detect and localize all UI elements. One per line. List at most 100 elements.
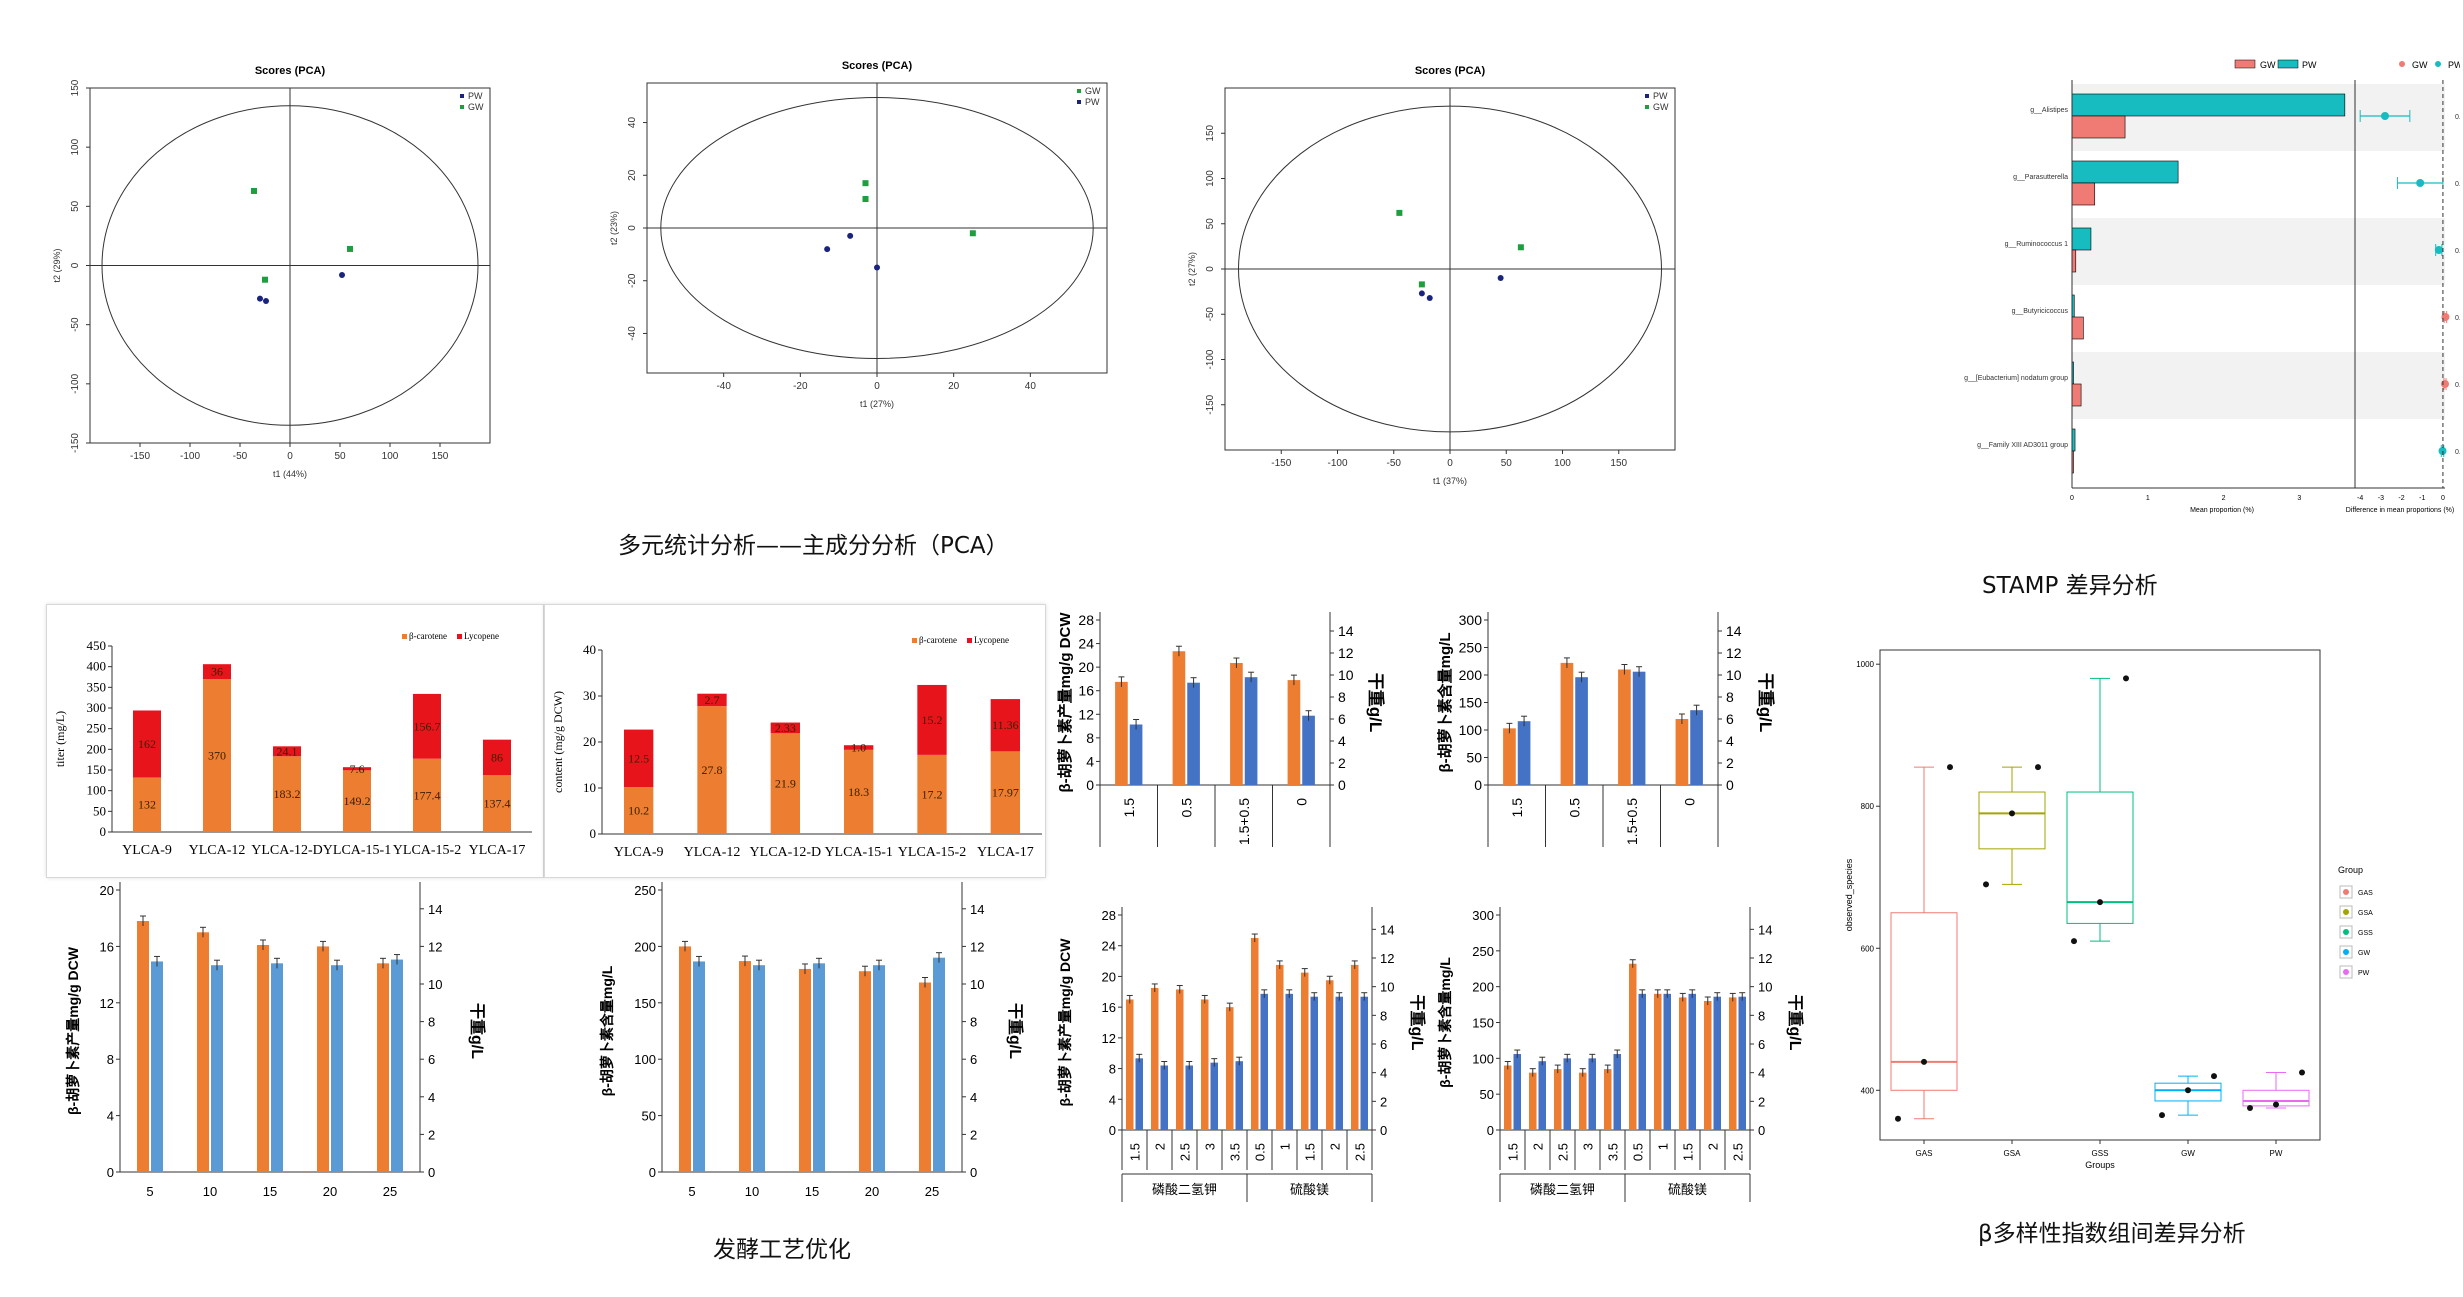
blue-bar xyxy=(1663,993,1671,1130)
y2-tick-label: 0 xyxy=(1726,777,1734,793)
category-label: g__Butyricicoccus xyxy=(2012,308,2069,315)
pw-bar xyxy=(2071,160,2179,184)
y2-tick-label: 6 xyxy=(1338,711,1346,727)
y2-tick-label: 4 xyxy=(428,1090,435,1105)
blue-bar xyxy=(1235,1061,1243,1130)
x-tick-label: 25 xyxy=(925,1184,939,1199)
orange-bar xyxy=(1729,997,1737,1130)
lycopene-value: 86 xyxy=(491,750,503,764)
x-tick-label: -3 xyxy=(2378,495,2384,502)
score-point xyxy=(1517,244,1524,251)
legend-label: GSS xyxy=(2358,930,2373,937)
y-tick-label: 250 xyxy=(87,721,107,736)
x-tick-label: 10 xyxy=(203,1184,217,1199)
y2-tick-label: 14 xyxy=(1726,623,1742,639)
legend-swatch xyxy=(457,634,462,639)
legend-label: PW xyxy=(468,91,483,101)
blue-bar xyxy=(271,963,283,1172)
y-tick-label: 12 xyxy=(100,996,114,1011)
y2-tick-label: 4 xyxy=(970,1090,977,1105)
blue-bar xyxy=(1613,1054,1621,1130)
orange-bar xyxy=(1251,938,1259,1130)
y-tick-label: 28 xyxy=(1102,908,1116,923)
blue-bar xyxy=(813,963,825,1172)
y-tick-label: 150 xyxy=(87,762,107,777)
y-tick-label: 4 xyxy=(1086,753,1094,769)
orange-bar xyxy=(679,946,691,1172)
blue-bar xyxy=(1713,996,1721,1130)
y-axis-label: β-胡萝卜素产量mg/g DCW xyxy=(1056,612,1074,793)
box xyxy=(1890,912,1958,1091)
x-tick-label: YLCA-15-2 xyxy=(393,843,461,858)
y2-tick-label: 6 xyxy=(1380,1037,1387,1052)
score-point xyxy=(824,246,831,253)
lycopene-bar xyxy=(917,684,947,755)
beta-value: 21.9 xyxy=(775,777,796,791)
blue-bar xyxy=(1260,993,1268,1130)
x-tick-label: 2.5 xyxy=(1556,1143,1571,1161)
y-tick-label: 0 xyxy=(1109,1123,1116,1138)
x-tick-label: GSS xyxy=(2092,1149,2109,1158)
x-tick-label: 2 xyxy=(2222,495,2226,502)
x-tick-label: 1.5 xyxy=(1681,1143,1696,1161)
blue-bar xyxy=(1185,1065,1193,1130)
y-tick-label: 150 xyxy=(70,79,81,96)
x-tick-label: 15 xyxy=(805,1184,819,1199)
y-tick-label: 250 xyxy=(1472,944,1494,959)
orange-bar xyxy=(1629,963,1637,1130)
y2-tick-label: 8 xyxy=(1338,689,1346,705)
y-axis-label: t2 (23%) xyxy=(609,211,619,245)
row-band xyxy=(2355,218,2445,285)
x-tick-label: YLCA-17 xyxy=(977,845,1034,860)
legend-marker xyxy=(1077,100,1081,104)
x-tick-label: 40 xyxy=(1025,381,1037,392)
blue-bar xyxy=(1360,996,1368,1130)
y2-tick-label: 14 xyxy=(1338,623,1354,639)
orange-bar xyxy=(1276,964,1284,1130)
x-tick-label: 2 xyxy=(1531,1143,1546,1150)
x-tick-label: 5 xyxy=(146,1184,153,1199)
x-tick-label: 20 xyxy=(948,381,960,392)
y2-tick-label: 2 xyxy=(1726,755,1734,771)
data-point xyxy=(1921,1058,1927,1065)
orange-bar xyxy=(739,961,751,1172)
y2-axis-label: 干重g/L xyxy=(1786,995,1805,1051)
y2-tick-label: 10 xyxy=(1380,980,1394,995)
orange-bar xyxy=(1529,1072,1537,1130)
beta-bar xyxy=(133,777,161,832)
y2-tick-label: 6 xyxy=(970,1052,977,1067)
beta-bar xyxy=(697,706,727,834)
blue-bar xyxy=(1563,1058,1571,1130)
legend-swatch xyxy=(2234,59,2256,69)
x-tick-label: 25 xyxy=(383,1184,397,1199)
p-value: 0.0038 xyxy=(2455,114,2460,121)
x-tick-label: YLCA-12-D xyxy=(750,845,822,860)
x-tick-label: 1.5 xyxy=(1506,1143,1521,1161)
x-tick-label: YLCA-17 xyxy=(469,843,526,858)
legend-swatch xyxy=(967,638,972,643)
p-value: 0.0480 xyxy=(2455,181,2460,188)
y-tick-label: -50 xyxy=(70,317,81,332)
y2-tick-label: 8 xyxy=(1758,1008,1765,1023)
category-label: g__Ruminococcus 1 xyxy=(2005,241,2069,248)
box xyxy=(2066,791,2134,924)
blue-bar xyxy=(1517,721,1531,785)
lycopene-bar xyxy=(990,699,1020,752)
lycopene-value: 162 xyxy=(138,737,156,751)
y2-tick-label: 2 xyxy=(428,1127,435,1142)
x-tick-label: 0.5 xyxy=(1566,798,1582,818)
x-tick-label: YLCA-9 xyxy=(122,843,172,858)
y-tick-label: 0 xyxy=(1474,777,1482,793)
orange-bar xyxy=(1230,663,1243,785)
y-tick-label: -100 xyxy=(1205,349,1216,369)
y-tick-label: 0 xyxy=(649,1165,656,1180)
legend-marker xyxy=(460,94,464,98)
group-label: 磷酸二氢钾 xyxy=(1530,1182,1595,1197)
gw-bar xyxy=(2071,182,2096,206)
x-tick-label: YLCA-12 xyxy=(684,845,741,860)
x-axis-label: Groups xyxy=(2085,1160,2115,1170)
beta-value: 137.4 xyxy=(484,797,511,811)
x-tick-label: 0 xyxy=(2070,495,2074,502)
y-tick-label: 50 xyxy=(1205,218,1216,230)
y-tick-label: 200 xyxy=(87,741,107,756)
